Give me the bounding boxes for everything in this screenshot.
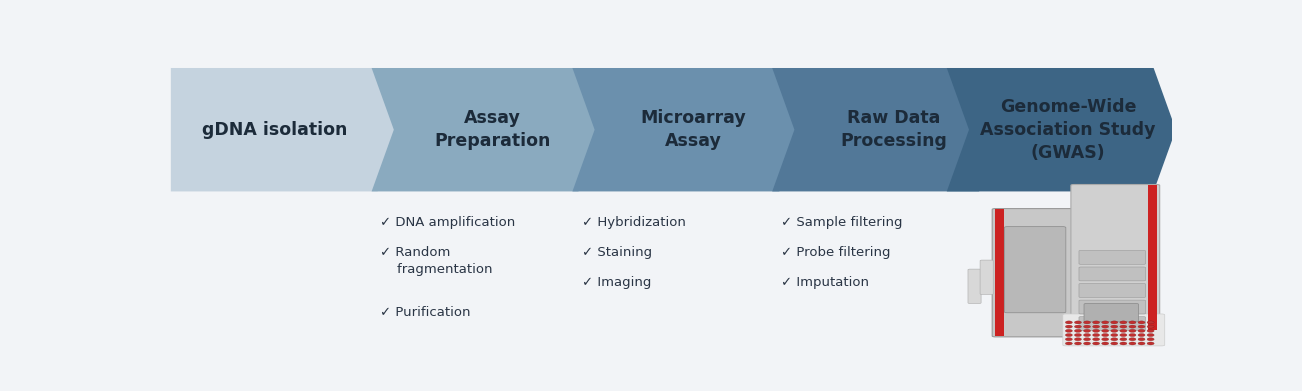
Ellipse shape (1101, 321, 1109, 324)
Ellipse shape (1083, 342, 1091, 345)
FancyBboxPatch shape (992, 208, 1074, 337)
Ellipse shape (1111, 338, 1118, 341)
Ellipse shape (1111, 342, 1118, 345)
Ellipse shape (1083, 329, 1091, 332)
Polygon shape (947, 68, 1176, 192)
Ellipse shape (1083, 325, 1091, 328)
Polygon shape (573, 68, 802, 192)
Ellipse shape (1147, 325, 1154, 328)
Ellipse shape (1147, 329, 1154, 332)
Text: ✓ Purification: ✓ Purification (380, 306, 470, 319)
FancyBboxPatch shape (980, 260, 993, 294)
Ellipse shape (1138, 321, 1144, 324)
Ellipse shape (1120, 325, 1128, 328)
Ellipse shape (1065, 329, 1073, 332)
FancyBboxPatch shape (1085, 303, 1138, 322)
Ellipse shape (1101, 325, 1109, 328)
Ellipse shape (1120, 342, 1128, 345)
Ellipse shape (1129, 334, 1135, 337)
Polygon shape (772, 68, 1001, 192)
Ellipse shape (1083, 338, 1091, 341)
Ellipse shape (1147, 338, 1154, 341)
Text: Raw Data
Processing: Raw Data Processing (840, 109, 947, 150)
Text: ✓ Staining: ✓ Staining (582, 246, 651, 258)
Ellipse shape (1147, 342, 1154, 345)
Text: Microarray
Assay: Microarray Assay (641, 109, 746, 150)
Ellipse shape (1147, 321, 1154, 324)
Ellipse shape (1092, 338, 1100, 341)
Ellipse shape (1101, 342, 1109, 345)
Polygon shape (371, 68, 600, 192)
Ellipse shape (1111, 321, 1118, 324)
FancyBboxPatch shape (1079, 317, 1146, 330)
Ellipse shape (1138, 325, 1144, 328)
Ellipse shape (1129, 321, 1135, 324)
Ellipse shape (1138, 329, 1144, 332)
Ellipse shape (1092, 329, 1100, 332)
Ellipse shape (1065, 338, 1073, 341)
Ellipse shape (1147, 334, 1154, 337)
Ellipse shape (1111, 329, 1118, 332)
Ellipse shape (1092, 334, 1100, 337)
Ellipse shape (1129, 325, 1135, 328)
Ellipse shape (1092, 342, 1100, 345)
Ellipse shape (1083, 321, 1091, 324)
Text: ✓ Sample filtering: ✓ Sample filtering (781, 215, 902, 228)
Text: ✓ Probe filtering: ✓ Probe filtering (781, 246, 891, 258)
Text: ✓ Imaging: ✓ Imaging (582, 276, 651, 289)
FancyBboxPatch shape (1070, 185, 1160, 331)
Ellipse shape (1065, 325, 1073, 328)
Ellipse shape (1120, 334, 1128, 337)
Bar (1147, 185, 1156, 330)
Bar (995, 210, 1004, 336)
Ellipse shape (1129, 342, 1135, 345)
Ellipse shape (1138, 334, 1144, 337)
FancyBboxPatch shape (1004, 227, 1066, 313)
Ellipse shape (1129, 329, 1135, 332)
Ellipse shape (1083, 334, 1091, 337)
Ellipse shape (1074, 329, 1082, 332)
Ellipse shape (1129, 338, 1135, 341)
Ellipse shape (1111, 325, 1118, 328)
Ellipse shape (1101, 338, 1109, 341)
FancyBboxPatch shape (1062, 314, 1165, 346)
Ellipse shape (1120, 338, 1128, 341)
Text: Assay
Preparation: Assay Preparation (435, 109, 551, 150)
Text: ✓ Hybridization: ✓ Hybridization (582, 215, 685, 228)
Ellipse shape (1092, 321, 1100, 324)
FancyBboxPatch shape (967, 269, 982, 303)
Ellipse shape (1074, 321, 1082, 324)
Ellipse shape (1092, 325, 1100, 328)
Ellipse shape (1120, 329, 1128, 332)
Text: ✓ Random
    fragmentation: ✓ Random fragmentation (380, 246, 492, 276)
Ellipse shape (1065, 342, 1073, 345)
Ellipse shape (1101, 334, 1109, 337)
Ellipse shape (1101, 329, 1109, 332)
Ellipse shape (1138, 338, 1144, 341)
Ellipse shape (1074, 334, 1082, 337)
FancyBboxPatch shape (1079, 283, 1146, 298)
Ellipse shape (1120, 321, 1128, 324)
Ellipse shape (1065, 334, 1073, 337)
Ellipse shape (1074, 325, 1082, 328)
Ellipse shape (1074, 342, 1082, 345)
Polygon shape (171, 68, 400, 192)
Ellipse shape (1065, 321, 1073, 324)
Text: ✓ DNA amplification: ✓ DNA amplification (380, 215, 516, 228)
Ellipse shape (1074, 338, 1082, 341)
Text: Genome-Wide
Association Study
(GWAS): Genome-Wide Association Study (GWAS) (980, 98, 1156, 161)
FancyBboxPatch shape (1079, 300, 1146, 314)
FancyBboxPatch shape (1079, 267, 1146, 281)
Ellipse shape (1111, 334, 1118, 337)
FancyBboxPatch shape (1079, 251, 1146, 264)
Text: gDNA isolation: gDNA isolation (202, 121, 346, 139)
Ellipse shape (1138, 342, 1144, 345)
Text: ✓ Imputation: ✓ Imputation (781, 276, 870, 289)
